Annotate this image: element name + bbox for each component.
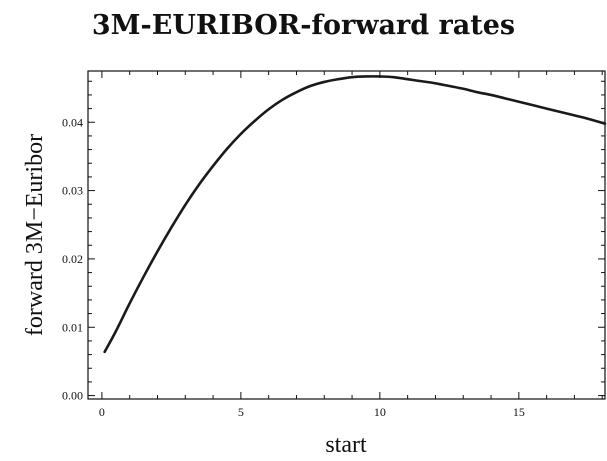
x-tick-label: 0 [99,405,105,419]
y-tick-label: 0.01 [62,320,83,334]
y-tick-label: 0.00 [62,389,83,403]
series-line [103,75,607,354]
tick-labels: 0 5 10 15 0.00 0.01 0.02 0.03 0.04 [62,115,525,419]
plot-frame [87,70,606,400]
x-tick-label: 10 [374,405,386,419]
y-tick-label: 0.02 [62,252,83,266]
chart-title: 3M-EURIBOR-forward rates [91,10,516,41]
y-tick-label: 0.03 [62,184,83,198]
y-axis-label: forward 3M−Euribor [22,134,48,336]
x-axis-label: start [325,432,367,458]
y-tick-label: 0.04 [62,115,83,129]
x-tick-label: 15 [513,405,525,419]
x-tick-label: 5 [238,405,244,419]
